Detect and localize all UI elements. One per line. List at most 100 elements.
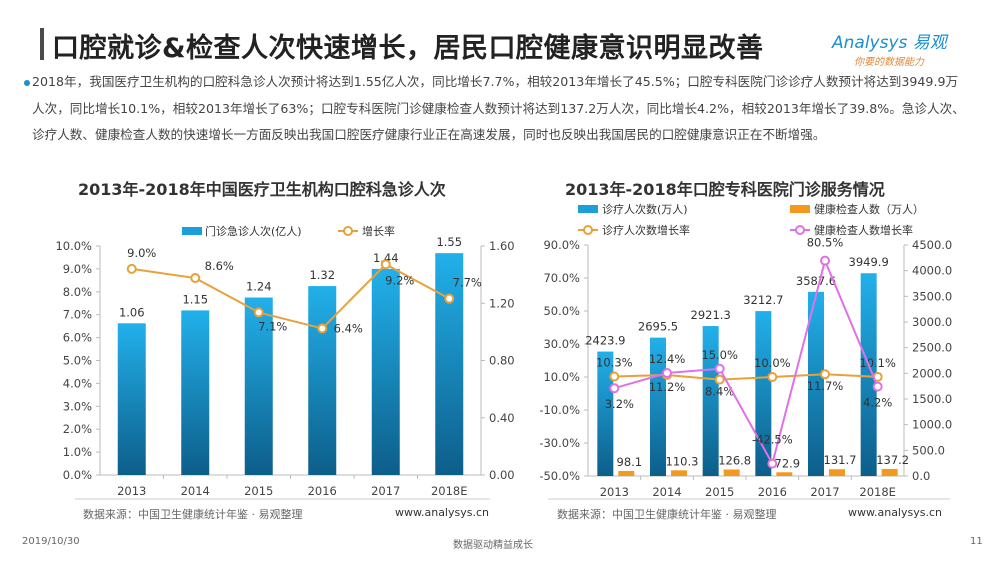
chart1-x-tick-label: 2015 — [244, 484, 273, 498]
chart2-legend-label: 健康检查人数增长率 — [814, 223, 913, 237]
chart2-line-point — [820, 369, 830, 380]
chart1-line-label: 7.1% — [258, 319, 287, 333]
chart2-left-tick-label: -10.0% — [539, 403, 580, 417]
chart2-bar-label: 137.2 — [876, 453, 909, 467]
chart2-title: 2013年-2018年口腔专科医院门诊服务情况 — [565, 180, 885, 199]
chart2-legend-bar-swatch — [578, 205, 598, 213]
chart1-legend-label: 增长率 — [362, 224, 395, 238]
chart2-bar — [671, 470, 687, 476]
chart2-bar — [650, 337, 666, 476]
chart2-line-label: 10.3% — [596, 356, 633, 370]
chart2-bar-label: 72.9 — [775, 456, 801, 470]
footer-page-number: 11 — [970, 536, 983, 547]
chart2-x-tick-label: 2015 — [705, 485, 734, 499]
chart1-bar-label: 1.44 — [373, 251, 399, 265]
chart1-right-tick-label: 0.00 — [489, 468, 515, 482]
chart2-legend-label: 健康检查人数（万人） — [814, 202, 924, 216]
chart2-line-point — [714, 374, 725, 385]
chart2-x-tick-label: 2016 — [758, 485, 787, 499]
chart1-line-label: 9.0% — [127, 246, 156, 260]
logo-slogan: 你要的数据能力 — [854, 57, 924, 68]
chart2-right-tick-label: 3000.0 — [912, 315, 952, 329]
chart1-bar-label: 1.06 — [119, 305, 145, 319]
page-title: 口腔就诊&检查人次快速增长，居民口腔健康意识明显改善 — [52, 33, 764, 64]
chart2-right-tick-label: 4000.0 — [912, 264, 952, 278]
chart1-left-tick-label: 4.0% — [63, 376, 92, 390]
chart1-right-tick-label: 1.20 — [489, 296, 515, 310]
chart2-bar — [829, 469, 845, 476]
chart2-line-label: 12.4% — [649, 352, 686, 366]
chart2-legend-line-marker — [795, 225, 805, 235]
chart2-right-tick-label: 500.0 — [912, 443, 945, 457]
chart2-line-label: 10.0% — [754, 356, 791, 370]
chart2-line-label: 3.2% — [605, 397, 634, 411]
chart2-line-2 — [614, 257, 879, 467]
chart2-line-label: 80.5% — [807, 236, 844, 250]
chart2-bar — [808, 291, 824, 476]
chart2-bar-label: 110.3 — [666, 454, 699, 468]
chart2-left-tick-label: -30.0% — [539, 436, 580, 450]
bullet-icon — [24, 80, 30, 86]
chart1-bar-label: 1.32 — [309, 268, 335, 282]
chart2-bar — [860, 273, 877, 476]
chart2-left-tick-label: 30.0% — [543, 337, 580, 351]
chart2-line-label: 15.0% — [701, 348, 738, 362]
chart2-bar-label: 2423.9 — [585, 334, 625, 348]
chart1-left-tick-label: 5.0% — [63, 354, 92, 368]
chart2-source: 数据来源：中国卫生健康统计年鉴 · 易观整理 — [557, 508, 777, 521]
chart2-right-tick-label: 0.0 — [912, 469, 930, 483]
chart1-bar — [181, 310, 210, 475]
chart2-right-tick-label: 2500.0 — [912, 341, 952, 355]
chart2-legend-bar-swatch — [790, 205, 810, 213]
chart2-line-point — [609, 383, 620, 394]
chart2-line-point — [609, 371, 620, 382]
title-accent-bar — [40, 28, 44, 60]
logo-brand: Analysys 易观 — [832, 33, 947, 53]
chart1-left-tick-label: 3.0% — [63, 399, 92, 413]
chart1-x-tick-label: 2018E — [431, 484, 468, 498]
chart1-site[interactable]: www.analysys.cn — [395, 506, 489, 519]
chart2-bar-label: 3949.9 — [849, 255, 889, 269]
chart1-bar — [244, 297, 273, 475]
chart2-right-tick-label: 2000.0 — [912, 366, 952, 380]
chart1-line-point — [253, 307, 264, 318]
chart1-bar-label: 1.24 — [246, 280, 272, 294]
chart2-right-tick-label: 3500.0 — [912, 289, 952, 303]
chart2-bar-label: 98.1 — [617, 455, 643, 469]
chart2-x-tick-label: 2013 — [600, 485, 629, 499]
chart1-x-tick-label: 2016 — [308, 484, 337, 498]
chart1-left-tick-label: 1.0% — [63, 445, 92, 459]
summary-text: 2018年，我国医疗卫生机构的口腔科急诊人次预计将达到1.55亿人次，同比增长7… — [32, 74, 965, 142]
chart2-line-point — [714, 363, 725, 374]
chart1-bar — [308, 286, 337, 475]
chart2-bar-label: 126.8 — [718, 453, 751, 467]
chart2-bar — [723, 469, 740, 476]
chart2-line-point — [767, 458, 778, 469]
chart1-title: 2013年-2018年中国医疗卫生机构口腔科急诊人次 — [78, 180, 446, 199]
chart2-line-label: 11.7% — [807, 379, 844, 393]
chart2-left-tick-label: -50.0% — [539, 469, 580, 483]
chart2-bar — [776, 472, 793, 476]
chart2-bar-label: 2695.5 — [638, 320, 678, 334]
chart1-right-tick-label: 0.40 — [489, 411, 515, 425]
chart1-x-tick-label: 2013 — [117, 484, 146, 498]
chart1-line-point — [444, 293, 455, 304]
chart1-left-tick-label: 9.0% — [63, 262, 92, 276]
chart2-x-tick-label: 2017 — [810, 485, 839, 499]
chart1-bar — [117, 323, 146, 475]
chart1-right-tick-label: 0.80 — [489, 354, 515, 368]
chart1-bar-label: 1.15 — [182, 292, 208, 306]
chart2-bar — [755, 311, 772, 476]
chart2-legend-label: 诊疗人次数(万人) — [602, 202, 688, 216]
chart2-line-point — [820, 255, 830, 266]
chart2-left-tick-label: 50.0% — [543, 304, 580, 318]
chart1-x-tick-label: 2017 — [371, 484, 400, 498]
chart1-x-tick-label: 2014 — [181, 484, 210, 498]
chart1-left-tick-label: 2.0% — [63, 422, 92, 436]
chart2-site[interactable]: www.analysys.cn — [848, 506, 942, 519]
chart1-line-label: 7.7% — [453, 276, 482, 290]
chart2-bar — [702, 326, 719, 476]
chart1-line-1 — [131, 263, 450, 330]
chart2-line-label: 11.2% — [649, 380, 686, 394]
chart1-bar — [435, 253, 464, 475]
